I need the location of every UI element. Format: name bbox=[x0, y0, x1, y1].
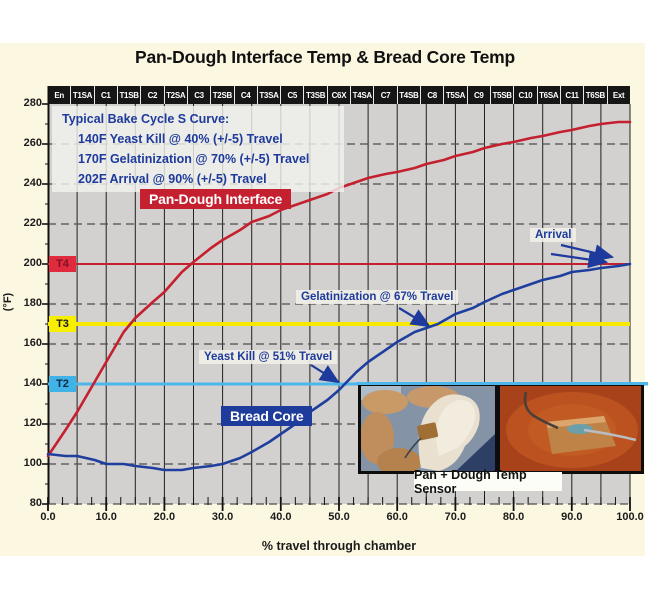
y-tick-label: 200 bbox=[23, 257, 42, 269]
sensor-tag-t4: T4 bbox=[49, 256, 76, 272]
bake-cycle-info-box: Typical Bake Cycle S Curve: 140F Yeast K… bbox=[52, 106, 344, 192]
y-tick-label: 140 bbox=[23, 377, 42, 389]
zone-label: T1SB bbox=[118, 86, 142, 104]
y-tick-label: 240 bbox=[23, 177, 42, 189]
x-tick-label: 70.0 bbox=[444, 511, 467, 523]
info-box-line: 140F Yeast Kill @ 40% (+/-5) Travel bbox=[78, 132, 283, 146]
y-tick-label: 280 bbox=[23, 97, 42, 109]
x-axis-title: % travel through chamber bbox=[261, 539, 417, 553]
zone-label: T4SA bbox=[351, 86, 375, 104]
zone-label: C4 bbox=[235, 86, 258, 104]
zone-label: C9 bbox=[468, 86, 491, 104]
x-tick-label: 60.0 bbox=[386, 511, 408, 523]
pan-sensor-photo-illustration bbox=[500, 386, 641, 471]
oven-zone-band: En T1SA C1 T1SB C2 T2SA C3 T2SB C4 T3SA C5 T3SB C6X T… bbox=[48, 86, 630, 104]
zone-label: C11 bbox=[561, 86, 585, 104]
zone-label: T3SA bbox=[258, 86, 282, 104]
zone-label: C6X bbox=[328, 86, 352, 104]
zone-label: C1 bbox=[95, 86, 118, 104]
bread-core-label: Bread Core bbox=[221, 406, 313, 426]
zone-label: T6SB bbox=[584, 86, 608, 104]
zone-label: T4SB bbox=[398, 86, 421, 104]
y-tick-label: 220 bbox=[23, 217, 42, 229]
zone-label: T1SA bbox=[71, 86, 95, 104]
dough-photo-illustration bbox=[361, 386, 495, 471]
x-tick-label: 10.0 bbox=[95, 511, 117, 523]
y-tick-label: 160 bbox=[23, 337, 42, 349]
x-tick-label: 30.0 bbox=[211, 511, 234, 523]
sensor-tag-t3: T3 bbox=[49, 316, 76, 332]
zone-label: C8 bbox=[421, 86, 445, 104]
zone-label: C10 bbox=[514, 86, 538, 104]
zone-label: C2 bbox=[141, 86, 165, 104]
y-axis-title: (°F) bbox=[2, 292, 14, 312]
x-tick-label: 90.0 bbox=[561, 511, 583, 523]
zone-label: T2SB bbox=[211, 86, 235, 104]
sensor-tag-t2: T2 bbox=[49, 376, 76, 392]
pan-dough-interface-label: Pan-Dough Interface bbox=[140, 189, 292, 209]
zone-label: T6SA bbox=[538, 86, 561, 104]
x-tick-label: 50.0 bbox=[328, 511, 350, 523]
photo-dough-with-sensor bbox=[358, 383, 498, 474]
zone-label: Ext bbox=[612, 90, 625, 100]
x-tick-label: 20.0 bbox=[153, 511, 176, 523]
zone-label: En bbox=[48, 86, 72, 104]
zone-label: T3SB bbox=[304, 86, 328, 104]
x-tick-label: 40.0 bbox=[270, 511, 292, 523]
arrival-annotation: Arrival bbox=[530, 228, 577, 242]
x-tick-label: 80.0 bbox=[502, 511, 525, 523]
info-box-line: 202F Arrival @ 90% (+/-5) Travel bbox=[78, 172, 267, 186]
gelatinization-annotation: Gelatinization @ 67% Travel bbox=[296, 290, 459, 304]
zone-label: C5 bbox=[281, 86, 305, 104]
zone-label: C7 bbox=[374, 86, 398, 104]
info-box-line: 170F Gelatinization @ 70% (+/-5) Travel bbox=[78, 152, 310, 166]
photo-caption: Pan + Dough Temp Sensor bbox=[414, 468, 562, 496]
zone-label: T5SB bbox=[491, 86, 515, 104]
info-box-title: Typical Bake Cycle S Curve: bbox=[62, 112, 230, 126]
x-tick-label: 0.0 bbox=[40, 511, 56, 523]
zone-label: T5SA bbox=[444, 86, 468, 104]
y-tick-label: 260 bbox=[23, 137, 42, 149]
t2-line-over-photos bbox=[356, 382, 648, 385]
zone-label: T2SA bbox=[165, 86, 188, 104]
y-tick-label: 120 bbox=[23, 417, 42, 429]
y-tick-label: 80 bbox=[29, 497, 42, 509]
zone-label: C3 bbox=[188, 86, 212, 104]
chart-title: Pan-Dough Interface Temp & Bread Core Te… bbox=[135, 47, 515, 67]
photo-pan-sensor bbox=[497, 383, 644, 474]
y-tick-label: 100 bbox=[23, 457, 42, 469]
y-tick-label: 180 bbox=[23, 297, 42, 309]
x-tick-label: 100.0 bbox=[616, 511, 644, 523]
yeast-kill-annotation: Yeast Kill @ 51% Travel bbox=[199, 350, 338, 364]
